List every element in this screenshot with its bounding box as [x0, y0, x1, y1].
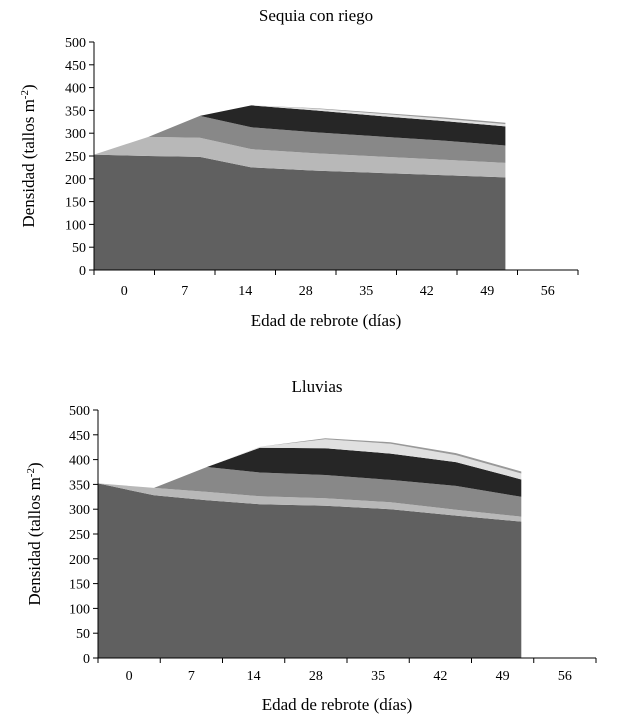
- x-tick-label: 49: [496, 669, 510, 684]
- y-tick-label: 50: [72, 241, 86, 256]
- x-tick-label: 0: [126, 669, 133, 684]
- y-tick-label: 500: [65, 36, 86, 51]
- y-tick-label: 100: [65, 218, 86, 233]
- x-tick-label: 28: [309, 669, 323, 684]
- area-series-1: [98, 483, 522, 658]
- y-tick-label: 300: [69, 503, 90, 518]
- y-axis-label-close: ): [25, 462, 44, 468]
- area-series-5: [98, 439, 522, 488]
- y-tick-label: 450: [65, 59, 86, 74]
- area-series-4: [94, 105, 506, 155]
- x-tick-label: 0: [121, 284, 128, 299]
- x-tick-label: 42: [433, 669, 447, 684]
- chart-title: Sequia con riego: [259, 6, 373, 25]
- y-tick-label: 350: [65, 104, 86, 119]
- y-axis-label-main: Densidad (tallos m: [19, 99, 38, 227]
- y-axis-label-main: Densidad (tallos m: [25, 477, 44, 605]
- area-series-5: [94, 105, 506, 155]
- y-axis-label-exponent: -2: [25, 468, 37, 477]
- y-tick-label: 0: [83, 652, 90, 667]
- x-tick-label: 42: [420, 284, 434, 299]
- area-series-2: [98, 483, 522, 522]
- area-series-3: [94, 115, 506, 163]
- chart-2: Lluvias 0 50 100 150 200 250 300 350 400 450 500 0 7 1…: [25, 377, 597, 714]
- y-tick-label: 250: [65, 150, 86, 165]
- y-tick-label: 300: [65, 127, 86, 142]
- y-tick-label: 250: [69, 528, 90, 543]
- area-series-2: [94, 136, 506, 178]
- y-tick-label: 400: [69, 454, 90, 469]
- x-tick-label: 7: [188, 669, 195, 684]
- y-axis-label-close: ): [19, 84, 38, 90]
- x-tick-label: 7: [181, 284, 188, 299]
- y-axis-label: Densidad (tallos m-2): [25, 462, 44, 605]
- chart-title: Lluvias: [292, 377, 343, 396]
- x-tick-label: 35: [359, 284, 373, 299]
- x-tick-label: 56: [558, 669, 572, 684]
- y-tick-label: 450: [69, 429, 90, 444]
- y-tick-label: 150: [69, 578, 90, 593]
- y-tick-label: 200: [69, 553, 90, 568]
- y-tick-label: 50: [76, 627, 90, 642]
- y-tick-label: 400: [65, 82, 86, 97]
- y-tick-label: 150: [65, 196, 86, 211]
- area-series-3: [98, 467, 522, 517]
- y-tick-label: 0: [79, 264, 86, 279]
- y-tick-label: 350: [69, 478, 90, 493]
- x-axis-label: Edad de rebrote (días): [251, 311, 402, 330]
- x-axis-label: Edad de rebrote (días): [262, 695, 413, 714]
- x-tick-label: 35: [371, 669, 385, 684]
- x-tick-label: 28: [299, 284, 313, 299]
- area-series-1: [94, 154, 506, 270]
- x-tick-label: 14: [247, 669, 261, 684]
- x-tick-label: 56: [541, 284, 555, 299]
- y-axis-label-exponent: -2: [19, 90, 31, 99]
- chart-1: Sequia con riego050100150200250300350400…: [19, 6, 579, 330]
- area-series-4: [98, 447, 522, 497]
- x-tick-label: 14: [238, 284, 252, 299]
- y-tick-label: 500: [69, 404, 90, 419]
- y-axis-label: Densidad (tallos m-2): [19, 84, 38, 227]
- y-tick-label: 200: [65, 173, 86, 188]
- x-tick-label: 49: [480, 284, 494, 299]
- y-tick-label: 100: [69, 602, 90, 617]
